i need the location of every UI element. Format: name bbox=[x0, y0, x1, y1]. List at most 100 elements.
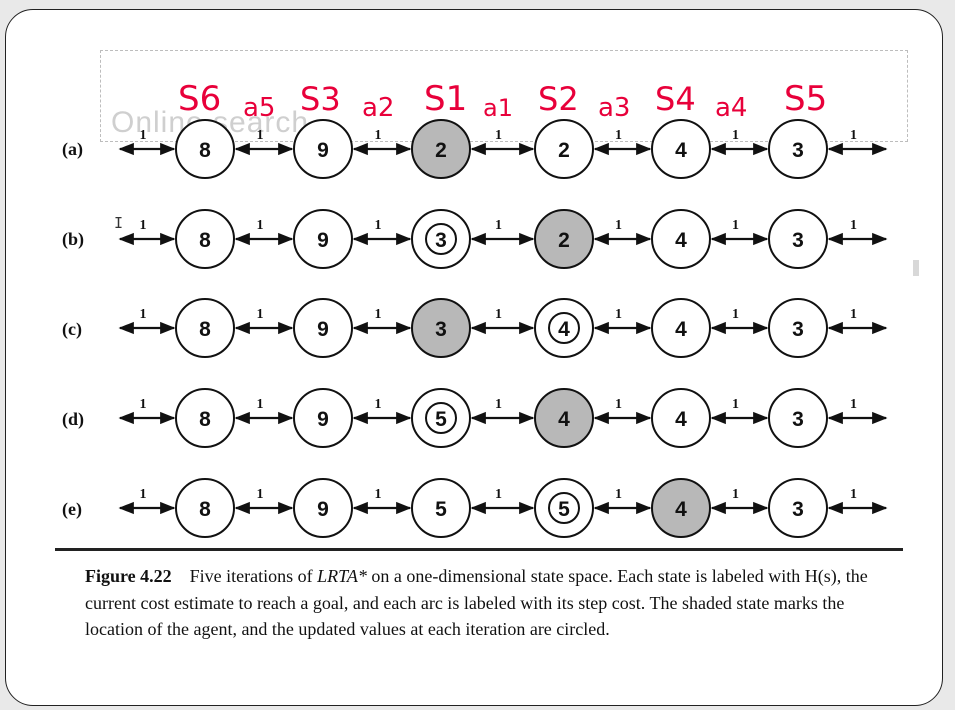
node-value: 9 bbox=[317, 318, 329, 341]
edge-cost-label: 1 bbox=[850, 128, 857, 143]
diagram-row: 1 1 1 1 1 1 1 8 9 3 2 4 3 bbox=[118, 209, 888, 269]
state-node bbox=[293, 298, 353, 358]
node-value: 9 bbox=[317, 229, 329, 252]
row-label-d: (d) bbox=[62, 409, 84, 429]
state-node bbox=[534, 119, 594, 179]
node-value: 3 bbox=[435, 318, 447, 341]
edge-cost-label: 1 bbox=[140, 397, 147, 412]
handwriting-label: S3 bbox=[300, 80, 341, 118]
handwriting-label: S6 bbox=[178, 79, 221, 119]
node-value: 4 bbox=[675, 139, 687, 162]
state-node bbox=[293, 209, 353, 269]
state-node bbox=[293, 119, 353, 179]
handwriting-label: a3 bbox=[598, 93, 630, 123]
caption-pre: Five iterations of bbox=[189, 566, 318, 586]
diagram-row: 1 1 1 1 1 1 1 8 9 5 4 4 3 bbox=[118, 388, 888, 448]
state-node bbox=[175, 478, 235, 538]
node-value: 3 bbox=[792, 229, 804, 252]
state-node bbox=[651, 209, 711, 269]
updated-value-circle bbox=[548, 312, 580, 344]
caption-rule bbox=[55, 548, 903, 551]
figure-caption: Figure 4.22 Five iterations of LRTA* on a… bbox=[85, 563, 885, 643]
agent-state-node bbox=[411, 119, 471, 179]
edge-cost-label: 1 bbox=[495, 487, 502, 502]
node-value: 9 bbox=[317, 139, 329, 162]
node-value: 5 bbox=[435, 408, 447, 431]
state-node bbox=[651, 119, 711, 179]
state-node bbox=[534, 478, 594, 538]
edge-cost-label: 1 bbox=[140, 218, 147, 233]
row-label-a: (a) bbox=[62, 139, 83, 159]
node-value: 5 bbox=[558, 498, 570, 521]
node-value: 2 bbox=[558, 139, 570, 162]
node-value: 4 bbox=[558, 318, 570, 341]
edge-cost-label: 1 bbox=[732, 128, 739, 143]
edge-cost-label: 1 bbox=[615, 218, 622, 233]
edge-cost-label: 1 bbox=[375, 487, 382, 502]
state-node bbox=[651, 388, 711, 448]
title-placeholder[interactable] bbox=[100, 50, 908, 142]
edge-cost-label: 1 bbox=[850, 307, 857, 322]
state-node bbox=[651, 298, 711, 358]
handwriting-label: a4 bbox=[715, 93, 747, 123]
text-cursor-icon: I bbox=[114, 214, 124, 232]
node-value: 3 bbox=[792, 318, 804, 341]
handwriting-label: a5 bbox=[243, 93, 275, 123]
edge-cost-label: 1 bbox=[732, 487, 739, 502]
updated-value-circle bbox=[425, 402, 457, 434]
edge-cost-label: 1 bbox=[375, 128, 382, 143]
node-value: 4 bbox=[558, 408, 570, 431]
edge-cost-label: 1 bbox=[850, 397, 857, 412]
edge-cost-label: 1 bbox=[615, 307, 622, 322]
node-value: 8 bbox=[199, 318, 211, 341]
handwriting-label: S4 bbox=[655, 80, 696, 118]
state-node bbox=[768, 388, 828, 448]
edge-cost-label: 1 bbox=[615, 128, 622, 143]
state-node bbox=[768, 298, 828, 358]
node-value: 4 bbox=[675, 229, 687, 252]
edge-cost-label: 1 bbox=[615, 397, 622, 412]
node-value: 9 bbox=[317, 408, 329, 431]
caption-post: on a one-dimensional state space. Each s… bbox=[85, 566, 868, 639]
edge-cost-label: 1 bbox=[495, 307, 502, 322]
edge-cost-label: 1 bbox=[257, 487, 264, 502]
edge-cost-label: 1 bbox=[615, 487, 622, 502]
handwriting-label: S5 bbox=[784, 79, 827, 119]
node-value: 3 bbox=[792, 498, 804, 521]
handwriting-label: S2 bbox=[538, 80, 579, 118]
edge-cost-label: 1 bbox=[257, 218, 264, 233]
node-value: 3 bbox=[435, 229, 447, 252]
handwriting-label: a1 bbox=[483, 94, 513, 122]
edge-cost-label: 1 bbox=[257, 307, 264, 322]
node-value: 3 bbox=[792, 139, 804, 162]
state-node bbox=[411, 209, 471, 269]
agent-state-node bbox=[534, 388, 594, 448]
diagram-row: 1 1 1 1 1 1 1 8 9 2 2 4 3 bbox=[118, 119, 888, 179]
diagram-row: 1 1 1 1 1 1 1 8 9 5 5 4 3 bbox=[118, 478, 888, 538]
node-value: 2 bbox=[435, 139, 447, 162]
agent-state-node bbox=[534, 209, 594, 269]
node-value: 5 bbox=[435, 498, 447, 521]
edge-cost-label: 1 bbox=[140, 307, 147, 322]
edge-cost-label: 1 bbox=[732, 397, 739, 412]
handwriting-label: S1 bbox=[424, 79, 467, 119]
diagram-row: 1 1 1 1 1 1 1 8 9 3 4 4 3 bbox=[118, 298, 888, 358]
state-node bbox=[768, 119, 828, 179]
node-value: 4 bbox=[675, 408, 687, 431]
state-node bbox=[293, 478, 353, 538]
node-value: 8 bbox=[199, 408, 211, 431]
state-node bbox=[534, 298, 594, 358]
scroll-edge-mark bbox=[913, 260, 919, 276]
node-value: 4 bbox=[675, 498, 687, 521]
edge-cost-label: 1 bbox=[375, 218, 382, 233]
edge-cost-label: 1 bbox=[732, 218, 739, 233]
updated-value-circle bbox=[548, 492, 580, 524]
edge-cost-label: 1 bbox=[375, 397, 382, 412]
edge-cost-label: 1 bbox=[850, 218, 857, 233]
node-value: 8 bbox=[199, 229, 211, 252]
state-node bbox=[175, 119, 235, 179]
handwriting-label: a2 bbox=[362, 93, 394, 123]
edge-cost-label: 1 bbox=[140, 128, 147, 143]
